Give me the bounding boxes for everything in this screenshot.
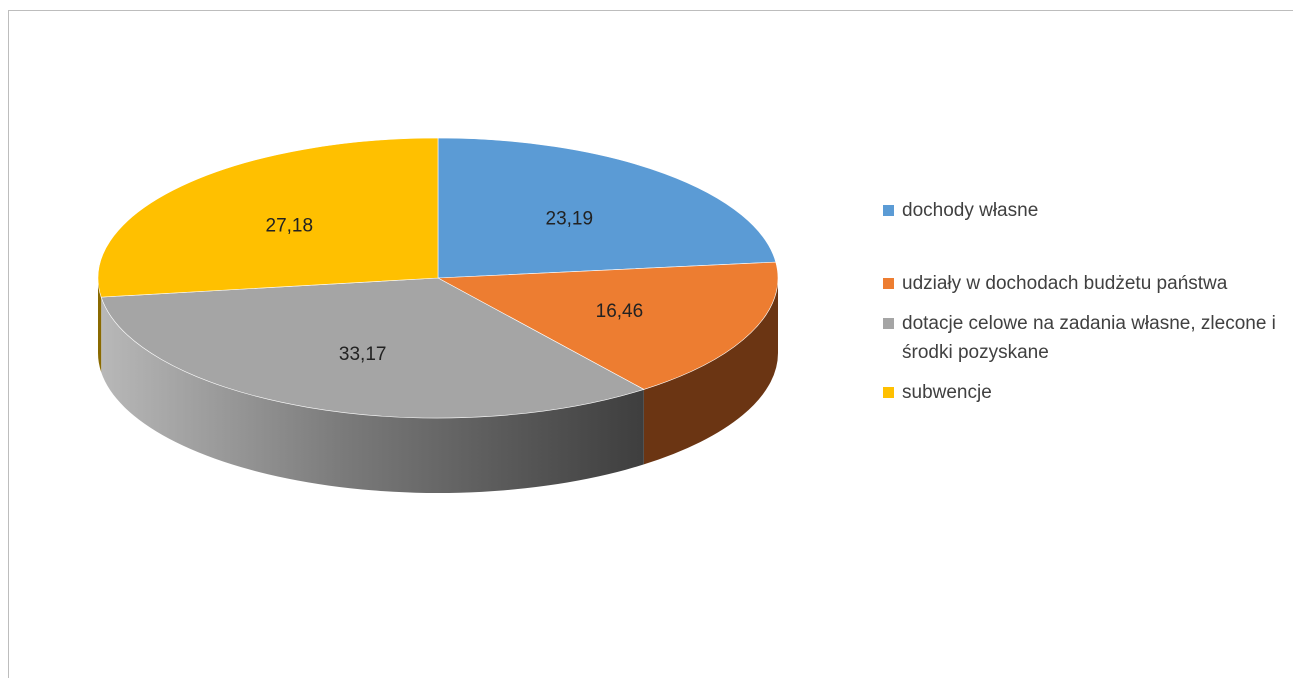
legend-label: dochody własne <box>902 200 1039 221</box>
legend-item-udzialy: udziały w dochodach budżetu państwa <box>880 269 1285 298</box>
data-label-udzia-y-w-dochodach-bud-etu-pa-stwa: 16,46 <box>596 301 644 322</box>
legend: dochody własne udziały w dochodach budże… <box>880 196 1285 407</box>
pie-side-dotacje-celowe-na-zadania-w-asne-zlecone-i-rodki-pozyskane <box>101 297 644 493</box>
pie-slice-dochody-w-asne <box>437 137 777 279</box>
pie-data-labels: 23,19 16,46 33,17 27,18 <box>266 208 644 365</box>
data-label-subwencje: 27,18 <box>266 216 314 237</box>
data-label-dochody-w-asne: 23,19 <box>546 208 594 229</box>
pie-slice-dotacje-celowe-na-zadania-w-asne-zlecone-i-rodki-pozyskane <box>100 277 645 419</box>
legend-swatch <box>883 278 894 289</box>
legend-swatch <box>883 205 894 216</box>
legend-label: subwencje <box>902 382 992 403</box>
legend-swatch <box>883 387 894 398</box>
pie-sides <box>98 278 778 493</box>
pie-slice-udzia-y-w-dochodach-bud-etu-pa-stwa <box>436 261 779 390</box>
pie-side-udzia-y-w-dochodach-bud-etu-pa-stwa <box>643 278 778 465</box>
legend-item-dochody-wlasne: dochody własne <box>880 196 1285 225</box>
legend-label: dotacje celowe na zadania własne, zlecon… <box>902 313 1276 363</box>
data-label-dotacje-celowe-na-zadania-w-asne-zlecone-i-rodki-pozyskane: 33,17 <box>339 344 387 365</box>
pie-tops <box>97 137 779 419</box>
legend-swatch <box>883 318 894 329</box>
legend-item-subwencje: subwencje <box>880 378 1285 407</box>
pie-side-subwencje <box>98 278 102 373</box>
legend-item-dotacje: dotacje celowe na zadania własne, zlecon… <box>880 309 1285 367</box>
legend-label: udziały w dochodach budżetu państwa <box>902 273 1228 294</box>
pie-slice-subwencje <box>97 137 439 298</box>
